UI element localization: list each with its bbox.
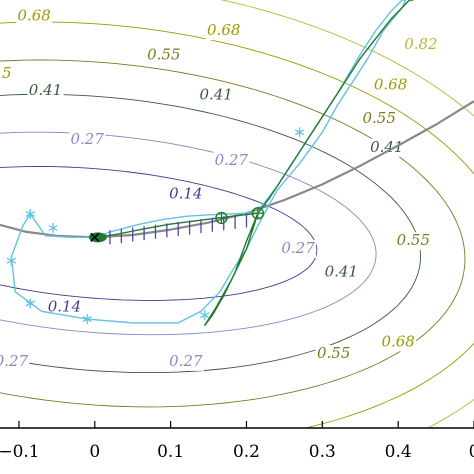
circle-plus-cross: [252, 207, 264, 219]
series-line-3: [94, 0, 414, 238]
star-marker: [25, 209, 36, 219]
contour-labels: 0.14 0.14 0.27 0.27 0.27 0.27 0.27 0.41 0.41 0.41…: [0, 6, 439, 371]
contour-label-bg: [213, 152, 250, 171]
contour-label-edge: 5: [2, 64, 12, 82]
contour-label-0-68: 0.68: [381, 332, 414, 350]
contour-label-0-41: 0.41: [199, 86, 232, 104]
contour-label-0-27: 0.27: [0, 352, 29, 370]
x-tick-label: −0.1: [0, 442, 40, 462]
contour-label-0-27: 0.27: [71, 130, 105, 148]
star-marker: [25, 298, 36, 309]
contour-label-0-55: 0.55: [317, 344, 350, 362]
contour-label-0-82: 0.82: [404, 35, 437, 53]
contour-label-bg: [69, 131, 106, 150]
contour-label-bg: [361, 110, 398, 129]
star-marker: [6, 255, 17, 266]
star-marker: [200, 310, 210, 321]
x-tick-label: 0.1: [157, 442, 184, 462]
contour-label-bg: [402, 36, 439, 55]
series-line-1: [94, 0, 406, 238]
x-tick-label: 0.4: [385, 442, 412, 462]
contour-label-bg: [46, 298, 83, 317]
series-line-4: [204, 212, 259, 326]
contour-label-0-14: 0.14: [169, 185, 202, 203]
contour-label-bg: [323, 263, 360, 282]
contour-label-bg: [315, 345, 352, 364]
contour-label-0-41: 0.41: [370, 138, 403, 156]
star-marker: [48, 223, 58, 233]
contour-label-bg: [380, 333, 417, 352]
contour-0-14: [0, 166, 318, 301]
x-tick-label: 0: [469, 442, 474, 462]
contour-label-0-27: 0.27: [281, 239, 315, 257]
contour-label-bg: [372, 76, 409, 95]
contour-label-0-55: 0.55: [147, 45, 180, 63]
contour-label-0-41: 0.41: [325, 262, 358, 280]
contour-label-0-27: 0.27: [169, 352, 203, 370]
contour-label-0-41: 0.41: [29, 81, 62, 99]
contour-label-bg: [16, 7, 53, 26]
contour-label-bg: [27, 82, 64, 101]
contour-label-0-68: 0.68: [374, 76, 407, 94]
contour-label-bg: [198, 86, 235, 105]
contour-label-bg: [205, 22, 242, 41]
contour-0-55: [0, 59, 466, 408]
contour-label-bg: [280, 240, 317, 259]
x-tick-label: 0: [89, 442, 100, 462]
contour-label-bg: [167, 352, 204, 371]
contour-label-0-55: 0.55: [397, 231, 430, 249]
contour-0-68: [0, 21, 474, 428]
star-marker: [294, 127, 305, 138]
x-axis: −0.1 0 0.1 0.2 0.3 0.4 0: [0, 421, 474, 462]
contour-label-0-55: 0.55: [362, 109, 395, 127]
circle-plus-cross: [215, 212, 227, 224]
contour-label-bg: [167, 185, 204, 204]
x-tick-label: 0.2: [233, 442, 260, 462]
trajectory-markers: [6, 127, 305, 325]
contour-label-0-14: 0.14: [48, 297, 81, 315]
contour-label-bg: [395, 232, 432, 251]
contour-label-0-27: 0.27: [215, 151, 249, 169]
star-marker: [82, 314, 92, 325]
contour-label-0-68: 0.68: [17, 6, 50, 24]
contour-label-bg: [145, 46, 182, 65]
series-line-2: [10, 0, 407, 324]
contour-label-bg: [368, 138, 405, 157]
contour-label-bg: [0, 352, 30, 371]
contour-label-0-68: 0.68: [207, 21, 240, 39]
x-tick-label: 0.3: [309, 442, 336, 462]
contour-0-41: [0, 93, 421, 374]
origin-cross: [90, 232, 100, 242]
